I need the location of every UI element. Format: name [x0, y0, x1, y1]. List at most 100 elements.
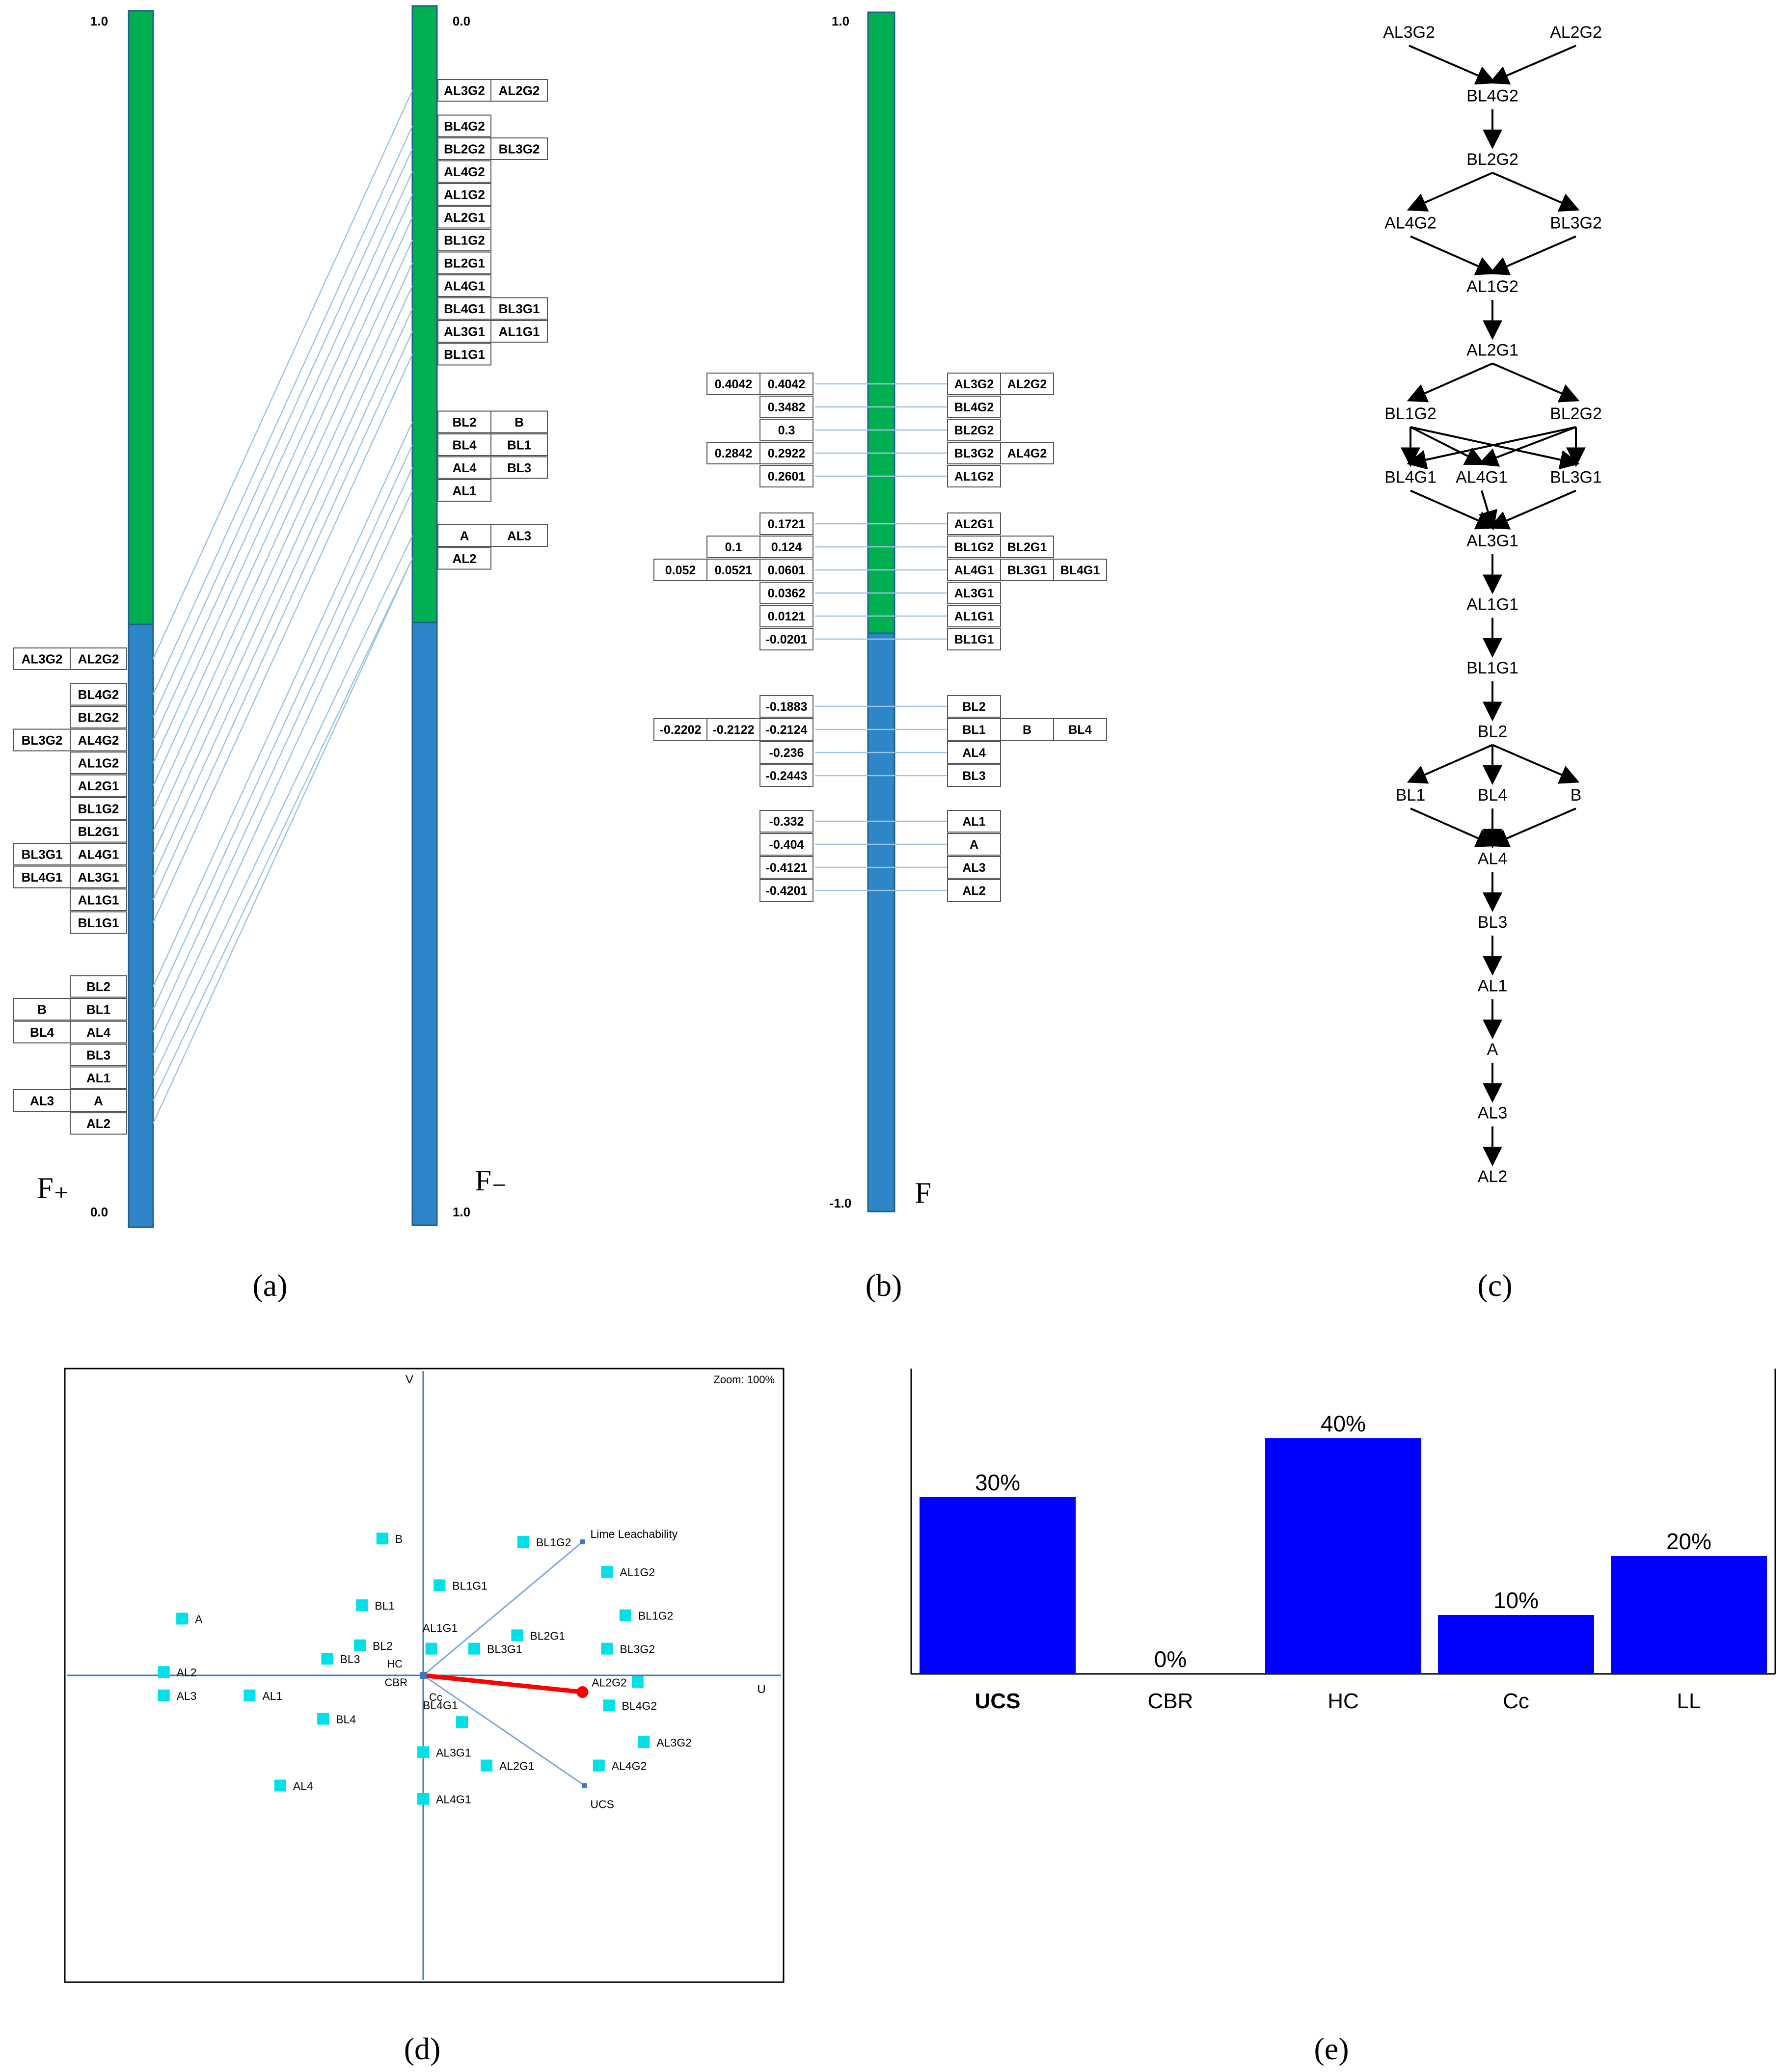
alternative-label: AL3G2: [656, 1736, 692, 1749]
score-item-box: [947, 536, 1001, 558]
ranking-node: A: [1487, 1040, 1498, 1059]
score-value-box: [759, 628, 813, 650]
f-label: F: [915, 1177, 931, 1209]
alternative-label: BL3G1: [487, 1643, 522, 1656]
alternative-point: [244, 1689, 256, 1701]
category-label: LL: [1677, 1689, 1701, 1713]
fminus-item-box: [437, 274, 491, 297]
fminus-top-tick: 0.0: [453, 14, 470, 28]
alternative-point: [468, 1642, 480, 1655]
score-value-box: [759, 605, 813, 627]
fminus-item: A: [460, 528, 469, 543]
fminus-bar-blue: [411, 621, 438, 1226]
ranking-arrow: [1410, 235, 1496, 275]
fminus-item-tie: AL2G2: [499, 83, 540, 98]
ranking-node: BL4: [1478, 786, 1508, 805]
fminus-item-tie-box: [490, 320, 548, 343]
decision-axis-end: [576, 1686, 589, 1698]
fplus-item: BL3: [86, 1048, 110, 1062]
fminus-bar-green: [411, 5, 438, 623]
score-item: BL3G1: [1007, 564, 1047, 577]
bar-ucs: [920, 1497, 1076, 1674]
score-value-box: [759, 810, 813, 833]
fplus-item-box: [70, 1089, 127, 1112]
fplus-item: BL1G2: [78, 801, 119, 816]
score-item-box: [947, 718, 1001, 741]
fminus-item-box: [437, 524, 491, 547]
ranking-arrow: [1410, 807, 1496, 847]
ranking-node: AL1: [1478, 977, 1508, 996]
alternative-label: BL1: [375, 1599, 395, 1612]
fminus-item-tie-box: [490, 297, 548, 320]
fplus-item-box: [70, 706, 127, 728]
link-line: [152, 467, 413, 1033]
fplus-item: BL2G1: [78, 824, 119, 839]
score-item-box: [947, 582, 1001, 604]
fplus-item: BL1G1: [78, 915, 119, 930]
score-item-box: [947, 879, 1001, 902]
caption-b: (b): [866, 1268, 902, 1303]
alternative-point: [517, 1536, 529, 1548]
ranking-arrow: [1492, 362, 1580, 403]
alternative-label: BL2G1: [530, 1629, 565, 1642]
alternative-point: [601, 1642, 613, 1655]
fplus-item-tie: B: [37, 1002, 47, 1017]
score-item: BL3G2: [954, 447, 994, 460]
ranking-node: BL2: [1478, 723, 1508, 741]
score-item-box: [947, 396, 1001, 418]
alternative-point: [176, 1613, 189, 1625]
ranking-node: BL2G2: [1466, 150, 1518, 169]
link-line: [152, 558, 413, 1101]
fminus-item-tie-box: [490, 410, 548, 433]
fminus-item-tie-box: [490, 433, 548, 456]
score-item: B: [1023, 723, 1031, 737]
alternative-label: BL1G2: [638, 1610, 674, 1622]
fplus-item-box: [70, 888, 127, 911]
score-item: AL2G2: [1007, 377, 1047, 391]
fminus-item: BL2: [452, 415, 476, 430]
caption-d: (d): [404, 2031, 441, 2066]
ranking-node: AL3: [1478, 1104, 1508, 1123]
alternative-point: [631, 1676, 644, 1688]
fminus-item: BL1G1: [444, 347, 485, 362]
link-line: [152, 353, 413, 923]
alternative-point: [356, 1599, 368, 1612]
score-value: -0.1883: [766, 700, 808, 714]
lime-vector: [423, 1541, 583, 1676]
bar-value-label: 20%: [1666, 1529, 1711, 1554]
bar-value-label: 10%: [1493, 1588, 1539, 1613]
score-value: 0.3482: [768, 401, 805, 414]
alternative-point: [417, 1746, 429, 1758]
alternative-point: [603, 1699, 615, 1712]
fplus-item: AL3G1: [78, 870, 119, 885]
score-item: BL4G1: [1060, 564, 1100, 577]
fminus-item: AL3G2: [444, 83, 485, 98]
score-item: BL1G1: [954, 633, 994, 646]
link-line: [152, 535, 413, 1078]
bar-value-label: 30%: [975, 1470, 1020, 1495]
fplus-item-tie: BL3G1: [22, 847, 63, 861]
score-item-box: [947, 628, 1001, 650]
fminus-item-tie-box: [490, 79, 548, 102]
link-line: [152, 194, 413, 763]
fminus-item: BL1G2: [444, 233, 485, 247]
score-item: AL3: [962, 861, 985, 875]
fminus-item: AL1: [452, 483, 476, 498]
alternative-point: [417, 1793, 429, 1805]
score-item-box: [947, 764, 1001, 787]
fplus-item-box: [70, 797, 127, 820]
ranking-node: B: [1571, 786, 1582, 805]
alternative-label: BL1G2: [536, 1536, 571, 1549]
alternative-point: [511, 1629, 523, 1641]
link-line: [152, 331, 413, 900]
score-value: 0.4042: [768, 377, 805, 391]
ranking-arrow: [1489, 45, 1576, 85]
alternative-label: AL2G1: [499, 1760, 535, 1773]
score-value-box: [653, 559, 707, 581]
alternative-label: AL1G2: [620, 1566, 655, 1579]
fplus-item-tie-box: [13, 728, 71, 752]
ranking-arrow: [1492, 744, 1580, 784]
category-label: Cc: [1503, 1689, 1529, 1713]
score-item-box: [947, 695, 1001, 718]
fplus-item-box: [70, 975, 127, 998]
